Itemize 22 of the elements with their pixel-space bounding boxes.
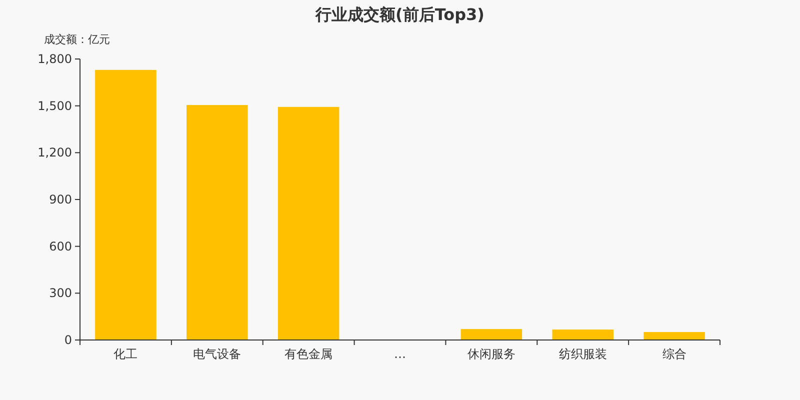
x-tick-label: 纺织服装 <box>558 347 607 361</box>
x-tick-label: 电气设备 <box>193 347 242 361</box>
chart-title: 行业成交额(前后Top3) <box>314 5 484 24</box>
bar <box>552 330 614 340</box>
y-tick-label: 1,800 <box>38 52 72 66</box>
x-tick-label: 化工 <box>114 347 138 361</box>
x-tick-label: 有色金属 <box>284 347 333 361</box>
x-tick-label: 综合 <box>662 347 686 361</box>
bar <box>186 105 248 340</box>
bar <box>95 70 156 340</box>
y-tick-label: 1,500 <box>38 98 72 113</box>
y-tick-label: 600 <box>49 239 72 254</box>
y-tick-label: 900 <box>49 192 72 206</box>
bar <box>460 329 522 340</box>
y-tick-label: 300 <box>49 286 72 300</box>
bar <box>278 106 340 340</box>
y-tick-label: 1,200 <box>38 146 72 160</box>
y-tick-label: 0 <box>64 333 72 347</box>
x-tick-label: … <box>394 347 406 361</box>
y-axis-title: 成交额：亿元 <box>44 33 110 46</box>
bar <box>644 332 705 340</box>
x-tick-label: 休闲服务 <box>467 347 516 361</box>
